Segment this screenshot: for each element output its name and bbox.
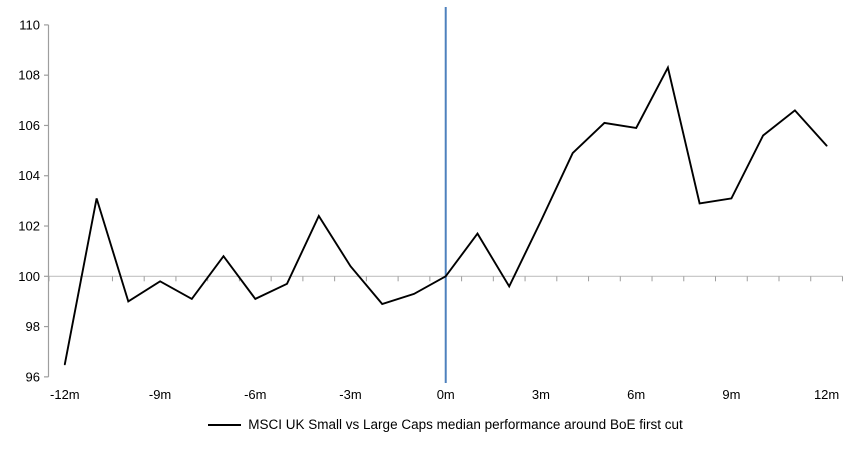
x-axis-tick-label: -9m <box>149 387 171 402</box>
y-axis-tick-label: 110 <box>19 17 40 32</box>
y-axis-tick-label: 106 <box>18 118 40 133</box>
legend: MSCI UK Small vs Large Caps median perfo… <box>48 417 843 432</box>
y-axis-tick-label: 108 <box>18 68 40 83</box>
y-axis-tick-label: 96 <box>26 369 40 384</box>
x-axis-tick-label: -12m <box>50 387 80 402</box>
x-axis-tick-label: 6m <box>627 387 645 402</box>
legend-label: MSCI UK Small vs Large Caps median perfo… <box>248 417 683 432</box>
y-axis-tick-label: 102 <box>18 219 40 234</box>
y-axis-tick-label: 104 <box>18 168 40 183</box>
legend-line-icon <box>208 423 242 426</box>
x-axis-tick-label: 0m <box>437 387 455 402</box>
y-axis-tick-label: 100 <box>18 269 40 284</box>
x-axis-tick-label: -3m <box>339 387 361 402</box>
x-axis-tick-label: 3m <box>532 387 550 402</box>
series-line <box>63 64 828 366</box>
x-axis-tick-label: -6m <box>244 387 266 402</box>
y-axis-tick-label: 98 <box>26 319 40 334</box>
x-axis-tick-label: 9m <box>722 387 740 402</box>
x-axis-tick-label: 12m <box>814 387 839 402</box>
